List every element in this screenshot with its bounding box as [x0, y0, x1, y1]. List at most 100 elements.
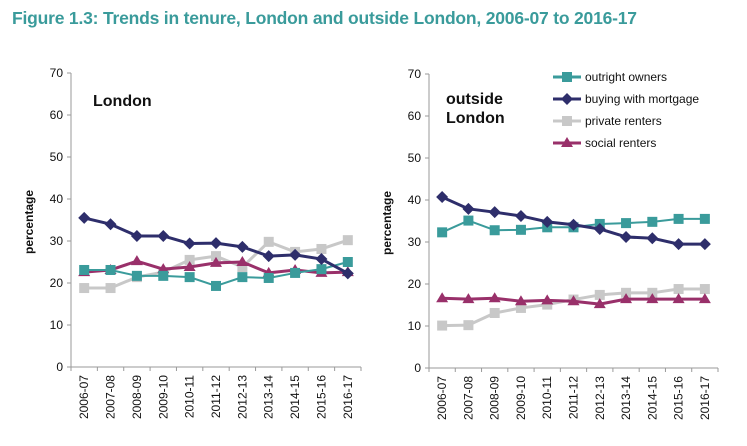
x-tick-label: 2008-09 [130, 375, 144, 419]
data-point-social-renters [210, 256, 222, 267]
data-point-outright-owners [673, 213, 684, 224]
data-point-buying-with-mortgage [341, 267, 354, 280]
data-point-private-renters [342, 235, 353, 246]
data-point-buying-with-mortgage [262, 250, 275, 263]
x-tick-label: 2014-15 [288, 375, 302, 419]
data-point-outright-owners [342, 257, 353, 267]
figure-title: Figure 1.3: Trends in tenure, London and… [12, 8, 637, 28]
y-tick-label: 20 [50, 276, 64, 290]
series-buying-with-mortgage [78, 211, 354, 280]
data-point-buying-with-mortgage [567, 218, 580, 231]
data-point-outright-owners [158, 270, 169, 281]
data-point-social-renters [646, 293, 659, 304]
x-tick-label: 2007-08 [461, 376, 475, 420]
y-tick-label: 10 [50, 318, 64, 332]
data-point-private-renters [621, 287, 632, 298]
data-point-social-renters [514, 295, 527, 306]
y-tick-label: 70 [50, 66, 64, 80]
y-tick-label: 60 [408, 109, 422, 123]
y-axis-label: percentage [380, 191, 394, 255]
y-tick-label: 10 [408, 319, 422, 333]
x-tick-label: 2011-12 [567, 376, 581, 419]
x-tick-label: 2009-10 [156, 375, 170, 419]
legend: outright owners buying with mortgage priva… [553, 70, 699, 150]
data-point-buying-with-mortgage [289, 248, 302, 261]
panel-title: outside [446, 91, 503, 108]
data-point-outright-owners [211, 280, 221, 291]
data-point-outright-owners [79, 264, 90, 275]
data-point-social-renters [593, 298, 606, 309]
legend-swatch-marker [562, 116, 572, 126]
data-point-buying-with-mortgage [541, 215, 554, 228]
data-point-private-renters [184, 254, 195, 265]
legend-label: buying with mortgage [585, 92, 699, 106]
data-point-private-renters [463, 320, 474, 331]
series-buying-with-mortgage [436, 191, 711, 251]
data-point-private-renters [105, 283, 116, 294]
legend-item-outright-owners: outright owners [553, 70, 667, 84]
chart-panel-london: 0 10 20 30 40 50 60 70 2006-07 2007-08 2008-09 2009… [22, 66, 362, 419]
y-tick-label: 30 [408, 235, 422, 249]
data-point-buying-with-mortgage [488, 206, 501, 219]
x-tick-label: 2011-12 [209, 375, 223, 418]
data-point-private-renters [542, 299, 553, 310]
data-point-buying-with-mortgage [104, 218, 117, 231]
data-point-social-renters [462, 293, 475, 304]
data-point-social-renters [236, 256, 249, 266]
data-point-outright-owners [184, 272, 195, 283]
x-tick-label: 2012-13 [593, 376, 607, 420]
data-point-social-renters [183, 261, 196, 272]
y-tick-label: 40 [408, 193, 422, 207]
data-point-buying-with-mortgage [698, 238, 711, 251]
x-tick-label: 2015-16 [314, 375, 328, 419]
legend-item-buying-with-mortgage: buying with mortgage [553, 92, 699, 106]
data-point-buying-with-mortgage [646, 232, 659, 245]
data-point-buying-with-mortgage [130, 229, 143, 242]
data-point-outright-owners [621, 218, 632, 229]
data-point-social-renters [130, 255, 143, 266]
data-point-outright-owners [489, 225, 500, 236]
data-point-social-renters [436, 292, 449, 303]
data-point-social-renters [698, 293, 711, 304]
x-tick-label: 2007-08 [104, 375, 118, 419]
x-tick-label: 2006-07 [435, 376, 449, 420]
panel-title: London [446, 110, 505, 127]
data-point-outright-owners [105, 264, 116, 275]
data-point-outright-owners [647, 216, 658, 227]
x-tick-label: 2013-14 [262, 375, 276, 419]
y-tick-label: 0 [56, 360, 63, 374]
data-point-social-renters [567, 295, 580, 306]
data-point-private-renters [699, 284, 710, 295]
data-point-buying-with-mortgage [593, 222, 606, 235]
data-point-buying-with-mortgage [672, 238, 685, 251]
legend-item-private-renters: private renters [553, 114, 662, 128]
x-tick-label: 2006-07 [77, 375, 91, 419]
data-point-private-renters [515, 302, 526, 313]
series-private-renters [437, 284, 710, 331]
y-axis-label: percentage [22, 190, 36, 254]
y-tick-label: 50 [50, 150, 64, 164]
data-point-private-renters [79, 283, 90, 294]
data-point-private-renters [237, 262, 248, 273]
x-tick-label: 2014-15 [645, 376, 659, 420]
data-point-private-renters [211, 251, 221, 262]
y-tick-label: 40 [50, 192, 64, 206]
data-point-outright-owners [515, 224, 526, 235]
data-point-social-renters [541, 294, 554, 305]
data-point-buying-with-mortgage [236, 240, 249, 253]
data-point-outright-owners [463, 215, 474, 226]
legend-label: social renters [585, 136, 656, 150]
data-point-outright-owners [131, 270, 142, 281]
data-point-buying-with-mortgage [210, 237, 222, 250]
x-tick-label: 2016-17 [698, 376, 712, 420]
data-point-outright-owners [699, 213, 710, 224]
data-point-outright-owners [237, 272, 248, 283]
y-tick-label: 20 [408, 277, 422, 291]
data-point-outright-owners [437, 227, 448, 238]
series-social-renters [436, 292, 711, 309]
x-tick-label: 2012-13 [235, 375, 249, 419]
data-point-buying-with-mortgage [514, 209, 527, 222]
data-point-buying-with-mortgage [157, 229, 170, 242]
y-tick-label: 70 [408, 67, 422, 81]
